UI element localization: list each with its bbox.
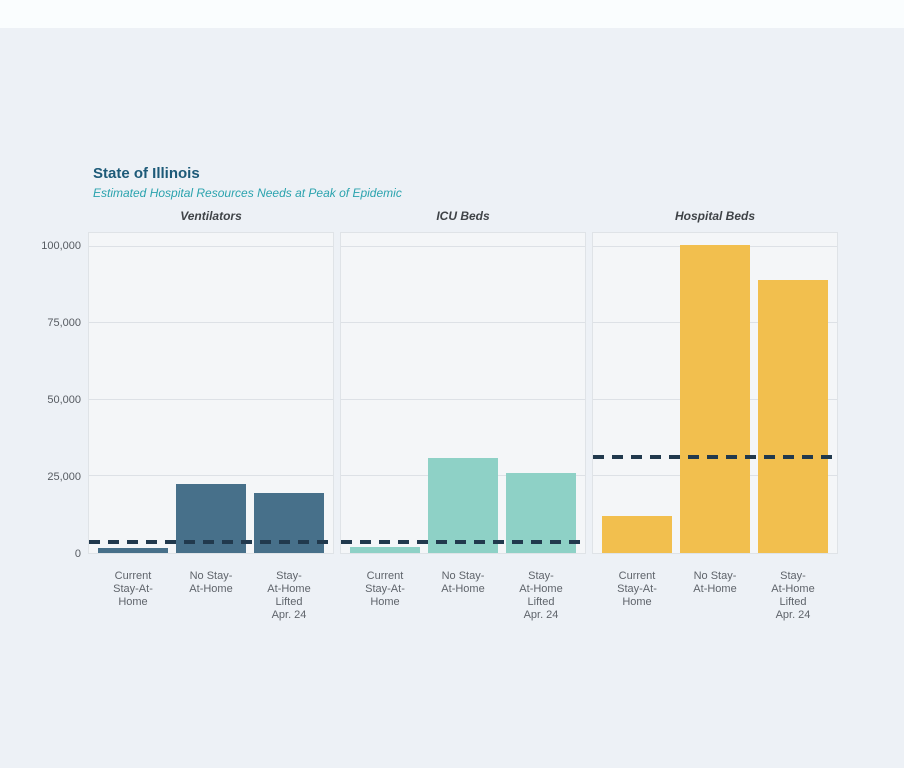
panel-title-icu-beds: ICU Beds bbox=[436, 209, 490, 223]
capacity-dashed-line-icu-beds bbox=[341, 539, 585, 544]
gridline bbox=[89, 322, 333, 324]
gridline bbox=[341, 398, 585, 400]
panel-title-hospital-beds: Hospital Beds bbox=[674, 209, 755, 223]
bars-group-icu-beds bbox=[341, 233, 585, 553]
y-axis-tick-label: 100,000 bbox=[41, 239, 81, 252]
chart-header: State of Illinois Estimated Hospital Res… bbox=[93, 164, 848, 201]
x-axis-tick-label: Stay- At-Home Lifted Apr. 24 bbox=[771, 570, 815, 621]
chart-title: State of Illinois bbox=[93, 165, 200, 182]
gridline bbox=[341, 245, 585, 247]
panel-title-ventilators: Ventilators bbox=[180, 209, 242, 223]
y-axis-tick-label: 25,000 bbox=[47, 470, 81, 483]
y-axis-tick-label: 0 bbox=[74, 548, 81, 560]
chart-body: 0 25,000 50,000 75,000 100,000 Ventilators Cu… bbox=[36, 208, 848, 622]
gridline bbox=[341, 322, 585, 324]
bar-icu-beds-1 bbox=[350, 546, 420, 553]
panels-row: Ventilators Current Stay-At- Home No Stay- At… bbox=[88, 208, 838, 622]
hospital-resources-chart: State of Illinois Estimated Hospital Res… bbox=[36, 164, 848, 622]
bar-hospital-beds-2 bbox=[680, 245, 750, 553]
top-strip bbox=[0, 0, 904, 28]
y-axis-tick-label: 50,000 bbox=[47, 393, 81, 406]
bar-hospital-beds-1 bbox=[602, 516, 672, 553]
bars-group-hospital-beds bbox=[593, 233, 837, 553]
x-axis-labels-hospital-beds: Current Stay-At- Home No Stay- At-Home Stay- A… bbox=[592, 570, 838, 622]
x-axis-tick-label: Stay- At-Home Lifted Apr. 24 bbox=[519, 570, 563, 621]
x-axis-tick-label: Current Stay-At- Home bbox=[113, 570, 153, 608]
gridline bbox=[89, 245, 333, 247]
x-axis-tick-label: Stay- At-Home Lifted Apr. 24 bbox=[267, 570, 311, 621]
x-axis-labels-ventilators: Current Stay-At- Home No Stay- At-Home Stay- A… bbox=[88, 570, 334, 622]
x-axis-tick-label: No Stay- At-Home bbox=[441, 570, 485, 595]
y-axis: 0 25,000 50,000 75,000 100,000 bbox=[36, 232, 88, 560]
bar-ventilators-1 bbox=[98, 548, 168, 553]
x-axis-tick-label: Current Stay-At- Home bbox=[617, 570, 657, 608]
plot-area-hospital-beds bbox=[592, 232, 838, 554]
bars-group-ventilators bbox=[89, 233, 333, 553]
x-axis-tick-label: No Stay- At-Home bbox=[189, 570, 233, 595]
gridline bbox=[89, 475, 333, 477]
capacity-dashed-line-ventilators bbox=[89, 540, 333, 545]
gridline bbox=[89, 398, 333, 400]
panel-icu-beds: ICU Beds Current Stay-At- Home No Stay- At-Ho… bbox=[340, 208, 586, 622]
x-axis-labels-icu-beds: Current Stay-At- Home No Stay- At-Home Stay- A… bbox=[340, 570, 586, 622]
y-axis-tick-label: 75,000 bbox=[47, 316, 81, 329]
plot-area-ventilators bbox=[88, 232, 334, 554]
bar-hospital-beds-3 bbox=[758, 280, 828, 553]
capacity-dashed-line-hospital-beds bbox=[593, 455, 837, 460]
plot-area-icu-beds bbox=[340, 232, 586, 554]
chart-subtitle: Estimated Hospital Resources Needs at Pe… bbox=[93, 186, 402, 200]
bar-icu-beds-2 bbox=[428, 458, 498, 553]
x-axis-tick-label: Current Stay-At- Home bbox=[365, 570, 405, 608]
panel-ventilators: Ventilators Current Stay-At- Home No Stay- At… bbox=[88, 208, 334, 622]
bar-icu-beds-3 bbox=[506, 473, 576, 553]
panel-hospital-beds: Hospital Beds Current Stay-At- Home No Stay-… bbox=[592, 208, 838, 622]
x-axis-tick-label: No Stay- At-Home bbox=[693, 570, 737, 595]
